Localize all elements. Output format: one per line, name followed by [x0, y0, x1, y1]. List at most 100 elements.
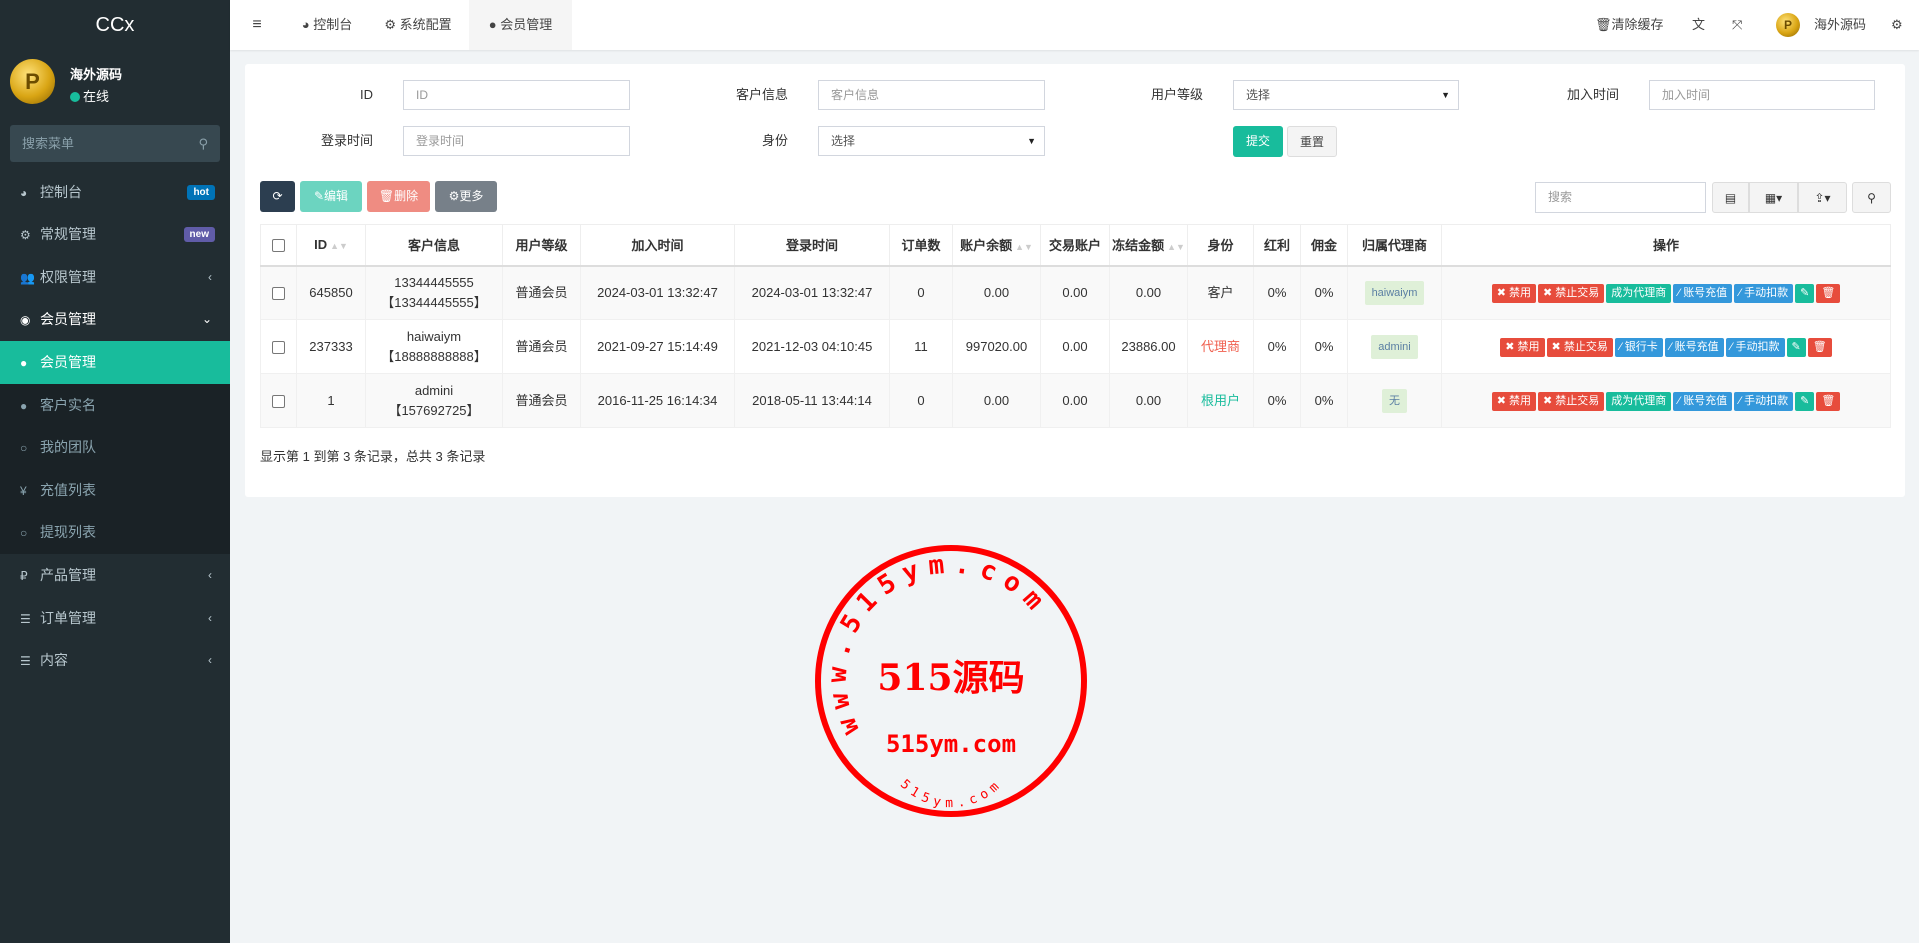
sidebar-item-general[interactable]: ⚙ 常规管理 new	[0, 213, 230, 256]
login-time-filter-input[interactable]: 登录时间	[403, 126, 630, 156]
col-frozen[interactable]: 冻结金额 ▲▼	[1109, 224, 1188, 267]
user-avatar-small[interactable]: P	[1776, 13, 1800, 37]
action-button[interactable]: ⁄ 账号充值	[1673, 284, 1733, 304]
login-time: 2018-05-11 13:44:14	[752, 392, 872, 408]
sidebar-subitem-team[interactable]: ○ 我的团队	[0, 426, 230, 469]
balance-cell: 0.00	[952, 373, 1041, 428]
action-button[interactable]: ✖ 禁止交易	[1546, 338, 1613, 357]
tab-label: 会员管理	[500, 17, 553, 32]
identity: 代理商	[1200, 338, 1240, 354]
stamp-circle	[815, 545, 1087, 817]
top-username[interactable]: 海外源码	[1814, 17, 1867, 32]
translate-icon[interactable]: 文	[1692, 17, 1706, 32]
search-icon[interactable]: ⚲	[1852, 182, 1891, 213]
sidebar-item-permissions[interactable]: 👥 权限管理 ‹	[0, 256, 230, 299]
sidebar-subitem-withdraw[interactable]: ○ 提现列表	[0, 511, 230, 554]
edit-pencil-icon[interactable]: ✎	[1795, 392, 1815, 411]
action-button[interactable]: ✖ 禁止交易	[1538, 392, 1605, 411]
sidebar-item-members[interactable]: ◉ 会员管理 ⌄	[0, 298, 230, 341]
bonus: 0%	[1267, 338, 1287, 354]
select-all-checkbox[interactable]	[260, 224, 297, 267]
identity: 根用户	[1200, 392, 1240, 408]
row-checkbox[interactable]	[260, 265, 297, 320]
action-button[interactable]: ✖ 禁用	[1491, 392, 1536, 411]
clear-cache-button[interactable]: 🗑清除缓存	[1595, 0, 1664, 50]
sidebar-item-dashboard[interactable]: ◕ 控制台 hot	[0, 171, 230, 214]
action-button[interactable]: 成为代理商	[1606, 392, 1672, 411]
export-icon[interactable]: ⇪▾	[1798, 182, 1847, 213]
bonus-cell: 0%	[1253, 373, 1301, 428]
trade-cell: 0.00	[1040, 319, 1110, 374]
columns-grid-icon[interactable]: ▦▾	[1749, 182, 1798, 213]
fullscreen-icon[interactable]: ⤧	[1732, 17, 1743, 32]
action-button[interactable]: ⁄ 手动扣款	[1725, 338, 1785, 357]
join-time-filter-input[interactable]: 加入时间	[1649, 80, 1875, 110]
edit-pencil-icon[interactable]: ✎	[1786, 338, 1806, 357]
action-label: 账号充值	[1683, 395, 1728, 407]
id: 645850	[309, 284, 353, 300]
action-button[interactable]: ⁄ 手动扣款	[1734, 392, 1794, 411]
row-checkbox[interactable]	[260, 319, 297, 374]
table-row: 237333 haiwaiym 【18888888888】 普通会员 2021-09-2…	[260, 319, 1891, 374]
col-balance[interactable]: 账户余额 ▲▼	[952, 224, 1041, 267]
delete-trash-icon[interactable]: 🗑	[1816, 392, 1841, 411]
sidebar-item-orders[interactable]: ☰ 订单管理 ‹	[0, 597, 230, 640]
balance: 0.00	[983, 392, 1010, 408]
id-filter-label: ID	[360, 87, 373, 102]
dashboard-icon: ◕	[20, 186, 28, 200]
login-time-filter-label: 登录时间	[320, 133, 373, 148]
table-row: 645850 13344445555 【13344445555】 普通会员 2024-0…	[260, 265, 1891, 320]
action-button[interactable]: ✖ 禁止交易	[1538, 284, 1605, 304]
col-orders: 订单数	[889, 224, 953, 267]
identity-filter-select[interactable]: 选择 ▼	[818, 126, 1045, 156]
action-button[interactable]: ⁄ 账号充值	[1664, 338, 1724, 357]
search-icon[interactable]: ⚲	[198, 136, 208, 151]
menu-search-input[interactable]: 搜索菜单 ⚲	[10, 125, 220, 162]
sidebar-item-label: 提现列表	[40, 524, 96, 540]
delete-trash-icon[interactable]: 🗑	[1807, 338, 1832, 357]
tab-member-management[interactable]: ● 会员管理	[469, 0, 572, 50]
col-level: 用户等级	[502, 224, 581, 267]
delete-button[interactable]: 🗑删除	[367, 181, 430, 212]
more-button[interactable]: ⚙更多	[435, 181, 497, 212]
delete-trash-icon[interactable]: 🗑	[1816, 284, 1841, 304]
sort-icon: ▲▼	[330, 241, 348, 252]
sidebar-item-content[interactable]: ☰ 内容 ‹	[0, 639, 230, 682]
orders-cell: 0	[889, 373, 953, 428]
id-filter-input[interactable]: ID	[403, 80, 630, 110]
refresh-button[interactable]: ⟳	[260, 181, 295, 212]
bonus-cell: 0%	[1253, 265, 1301, 320]
action-button[interactable]: ⁄ 账号充值	[1673, 392, 1733, 411]
user-circle-icon: ◉	[20, 313, 31, 327]
sidebar-subitem-members[interactable]: ● 会员管理	[0, 341, 230, 384]
settings-gears-icon[interactable]: ⚙	[1891, 17, 1903, 32]
table-search-input[interactable]: 搜索	[1535, 182, 1706, 213]
toggle-view-icon[interactable]: ▤	[1712, 182, 1749, 213]
action-button[interactable]: ⁄ 银行卡	[1614, 338, 1663, 357]
pagination-summary: 显示第 1 到第 3 条记录，总共 3 条记录	[260, 449, 486, 464]
edit-button[interactable]: ✎编辑	[300, 181, 362, 212]
customer-filter-input[interactable]: 客户信息	[818, 80, 1045, 110]
level-filter-select[interactable]: 选择 ▼	[1233, 80, 1459, 110]
action-button[interactable]: 成为代理商	[1606, 284, 1672, 304]
action-button[interactable]: ⁄ 手动扣款	[1734, 284, 1794, 304]
edit-pencil-icon[interactable]: ✎	[1795, 284, 1815, 304]
join-time-cell: 2021-09-27 15:14:49	[580, 319, 735, 374]
submit-button[interactable]: 提交	[1233, 126, 1283, 157]
app-logo[interactable]: CCx	[95, 14, 135, 36]
reset-button[interactable]: 重置	[1287, 126, 1337, 157]
row-checkbox[interactable]	[260, 373, 297, 428]
status-text: 在线	[83, 89, 110, 104]
col-id[interactable]: ID ▲▼	[296, 224, 366, 267]
user-icon: ●	[20, 399, 28, 413]
sidebar-subitem-recharge[interactable]: ¥ 充值列表	[0, 469, 230, 512]
action-button[interactable]: ✖ 禁用	[1491, 284, 1536, 304]
action-button[interactable]: ✖ 禁用	[1500, 338, 1545, 357]
tab-system-config[interactable]: ⚙ 系统配置	[376, 0, 460, 50]
sidebar-toggle-menu-icon[interactable]: ≡	[252, 16, 262, 33]
sidebar-subitem-real-name[interactable]: ● 客户实名	[0, 384, 230, 427]
tab-dashboard[interactable]: ◕ 控制台	[285, 0, 369, 50]
action-label: 禁止交易	[1555, 395, 1600, 407]
sidebar-item-products[interactable]: ₽ 产品管理 ‹	[0, 554, 230, 597]
trash-icon: 🗑	[1595, 17, 1612, 32]
